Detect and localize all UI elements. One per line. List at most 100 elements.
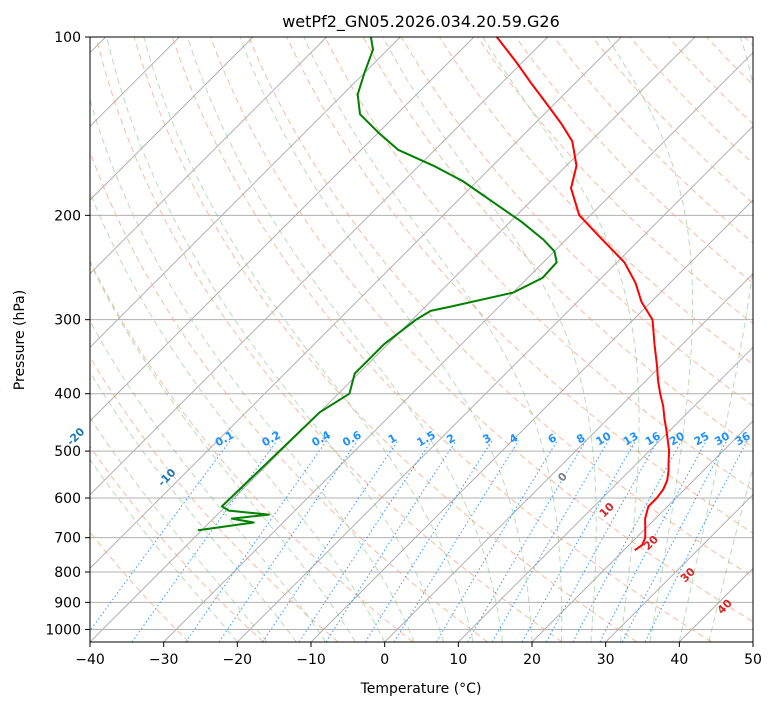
isotherm-line xyxy=(457,346,753,642)
y-tick-label: 400 xyxy=(54,387,81,403)
dry-adiabat-line xyxy=(90,259,414,642)
isotherm-line xyxy=(310,199,753,642)
moist-adiabat-line xyxy=(482,37,640,642)
y-tick-label: 600 xyxy=(54,491,81,507)
mixing-ratio-label: 0.1 xyxy=(213,428,236,449)
isotherm-line xyxy=(90,37,696,642)
moist-adiabat-label: 10 xyxy=(597,500,617,520)
mixing-ratio-label: 2 xyxy=(444,431,457,446)
isotherm-line xyxy=(90,37,549,496)
x-tick-label: 50 xyxy=(744,652,762,668)
mixing-ratio-label: 0.6 xyxy=(340,428,364,449)
x-tick-label: 10 xyxy=(449,652,467,668)
x-tick-label: −40 xyxy=(75,652,105,668)
temperature-trace xyxy=(496,37,671,552)
x-axis-label: Temperature (°C) xyxy=(360,681,482,697)
mixing-ratio-label: 6 xyxy=(546,431,559,446)
profile-traces xyxy=(197,37,671,552)
isotherm-line xyxy=(678,567,753,642)
mixing-ratio-label: 10 xyxy=(594,429,614,448)
dry-adiabat-line xyxy=(744,37,753,47)
moist-adiabat-line xyxy=(606,37,694,642)
isotherm-line xyxy=(90,37,401,349)
dry-adiabat-line xyxy=(90,150,488,642)
x-tick-label: −20 xyxy=(223,652,253,668)
mixing-ratio-label: 36 xyxy=(733,429,753,448)
y-tick-label: 700 xyxy=(54,531,81,547)
dry-adiabat-line xyxy=(90,531,190,642)
moist-adiabat-line xyxy=(90,97,415,642)
isotherm-line xyxy=(90,37,475,422)
mixing-ratio-line xyxy=(298,440,432,642)
mixing-ratio-label: 16 xyxy=(643,429,663,448)
moist-adiabat-line xyxy=(106,37,445,642)
mixing-ratio-line xyxy=(90,440,231,632)
x-tick-label: −10 xyxy=(296,652,326,668)
dry-adiabat-line xyxy=(324,37,753,491)
y-tick-label: 900 xyxy=(54,595,81,611)
mixing-ratio-label: 1.5 xyxy=(414,428,437,449)
y-tick-label: 500 xyxy=(54,444,81,460)
mixing-ratio-label: 25 xyxy=(692,429,712,448)
y-tick-label: 1000 xyxy=(45,622,81,638)
dry-adiabat-line xyxy=(210,37,753,623)
mixing-ratio-line xyxy=(545,440,659,642)
dry-adiabat-line xyxy=(248,37,753,578)
mixing-ratio-line xyxy=(364,440,493,642)
isotherm-line xyxy=(90,37,328,275)
mixing-ratio-line xyxy=(467,440,587,642)
moist-adiabat-line xyxy=(90,190,386,642)
x-axis-ticks: −40 −30 −20 −10 0 10 20 30 40 50 xyxy=(75,642,762,668)
moist-adiabat-line xyxy=(187,37,503,642)
dry-adiabat-line xyxy=(553,37,753,244)
dewpoint-trace xyxy=(197,37,558,532)
mixing-ratio-label: 8 xyxy=(574,431,587,446)
mixing-ratio-line xyxy=(185,440,328,642)
dry-adiabat-line xyxy=(90,445,264,642)
dry-adiabat-label: -30 xyxy=(0,382,4,405)
mixing-ratio-label: 13 xyxy=(621,429,641,448)
moist-adiabat-line xyxy=(708,465,753,642)
x-tick-label: 0 xyxy=(380,652,389,668)
dry-adiabat-line xyxy=(133,37,638,642)
y-axis-ticks: 100 200 300 400 500 600 700 800 900 1000 xyxy=(45,30,90,638)
isotherm-line xyxy=(236,125,753,642)
dry-adiabat-label: -10 xyxy=(155,466,178,489)
moist-adiabat-line xyxy=(143,37,474,642)
background-lines xyxy=(90,37,753,642)
moist-adiabat-line xyxy=(90,320,327,642)
x-tick-label: 30 xyxy=(597,652,615,668)
dry-adiabat-line xyxy=(668,37,753,125)
mixing-ratio-line xyxy=(131,440,278,642)
x-tick-label: 40 xyxy=(670,652,688,668)
moist-adiabat-label: 0 xyxy=(555,470,570,485)
dry-adiabat-line xyxy=(171,37,712,642)
moist-adiabat-line xyxy=(90,370,297,642)
moist-adiabat-line xyxy=(678,37,753,642)
moist-adiabat-line xyxy=(90,261,356,642)
isotherm-line xyxy=(384,272,753,642)
mixing-ratio-label: 30 xyxy=(712,429,732,448)
mixing-ratio-label: 0.2 xyxy=(260,428,283,449)
moist-adiabat-line xyxy=(239,37,533,642)
chart-title: wetPf2_GN05.2026.034.20.59.G26 xyxy=(282,12,560,32)
mixing-ratio-line xyxy=(491,440,609,642)
dry-adiabat-line xyxy=(286,37,753,534)
y-tick-label: 800 xyxy=(54,565,81,581)
isotherm-line xyxy=(90,37,254,201)
mixing-ratio-line xyxy=(572,440,683,642)
isotherm-line xyxy=(752,641,753,642)
mixing-ratio-line xyxy=(393,440,520,642)
y-tick-label: 100 xyxy=(54,30,81,46)
moist-adiabat-label: 20 xyxy=(641,533,661,553)
mixing-ratio-line xyxy=(435,440,558,642)
dry-adiabat-line xyxy=(706,37,753,86)
x-tick-label: −30 xyxy=(149,652,179,668)
mixing-ratio-label: 3 xyxy=(480,431,493,446)
y-tick-label: 300 xyxy=(54,313,81,329)
mixing-ratio-label: 1 xyxy=(386,431,399,446)
y-tick-label: 200 xyxy=(54,208,81,224)
y-axis-label: Pressure (hPa) xyxy=(12,290,28,390)
isotherm-line xyxy=(163,51,753,642)
